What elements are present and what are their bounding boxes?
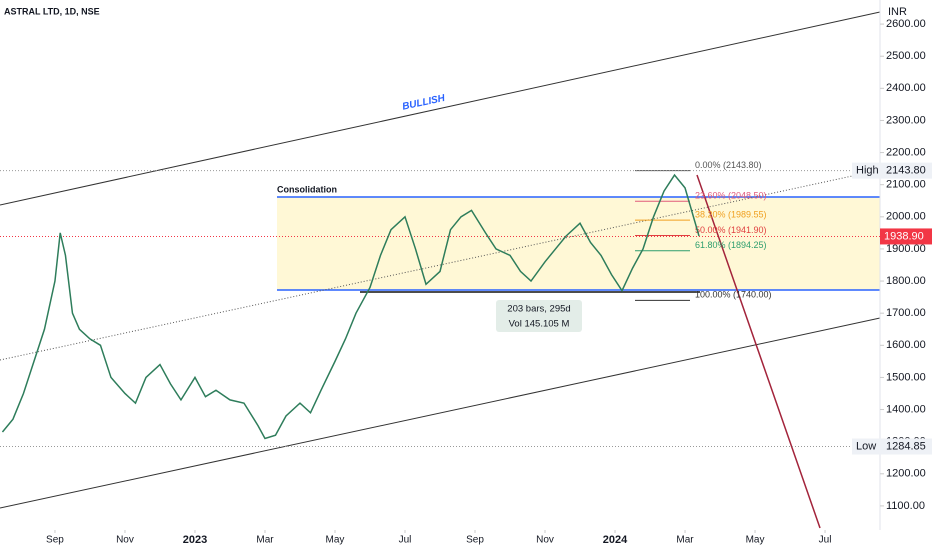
- consolidation-box: [277, 197, 880, 290]
- x-tick-label: Sep: [466, 535, 484, 546]
- fib-label: 0.00% (2143.80): [695, 160, 762, 170]
- price-name: High: [856, 165, 879, 177]
- fib-label: 50.00% (1941.90): [695, 225, 767, 235]
- y-tick-label: 1600.00: [886, 339, 926, 351]
- x-tick-label: Mar: [256, 535, 274, 546]
- price-badge: [852, 162, 932, 179]
- y-tick-label: 2000.00: [886, 211, 926, 223]
- projection: [696, 174, 821, 529]
- x-tick-label: Nov: [536, 535, 554, 546]
- price-badge-label: 1938.90: [884, 230, 924, 242]
- volume-label: Vol 145.105 M: [509, 319, 570, 330]
- y-tick-label: 2500.00: [886, 50, 926, 62]
- x-tick-label: Jul: [399, 535, 412, 546]
- y-tick-label: 2100.00: [886, 179, 926, 191]
- y-tick-label: 1400.00: [886, 403, 926, 415]
- y-tick-label: 1100.00: [886, 500, 925, 512]
- currency: INR: [888, 6, 907, 18]
- x-tick-label: Mar: [676, 535, 694, 546]
- price-value: 2143.80: [886, 165, 926, 177]
- bars-label: 203 bars, 295d: [507, 304, 570, 315]
- channel-lower: [0, 317, 881, 509]
- x-tick-label: Nov: [116, 535, 134, 546]
- x-tick-label: May: [746, 535, 765, 546]
- chart-title: ASTRAL LTD, 1D, NSE: [4, 6, 100, 16]
- fib-label: 61.80% (1894.25): [695, 240, 767, 250]
- x-tick-label: 2024: [603, 534, 628, 546]
- y-tick-label: 1500.00: [886, 371, 926, 383]
- y-tick-label: 2300.00: [886, 114, 926, 126]
- bullish-label: BULLISH: [401, 93, 446, 113]
- x-tick-label: Jul: [819, 535, 832, 546]
- x-tick-label: May: [326, 535, 345, 546]
- y-tick-label: 1900.00: [886, 243, 926, 255]
- fib-label: 100.00% (1740.00): [695, 290, 772, 300]
- y-tick-label: 1800.00: [886, 275, 926, 287]
- price-value: 1284.85: [886, 440, 926, 452]
- price-line-series: [1, 173, 700, 440]
- fib-label: 23.60% (2048.50): [695, 191, 767, 201]
- price-badge: [852, 438, 932, 455]
- channel-mid: [0, 169, 881, 361]
- price-badge: [880, 228, 932, 245]
- y-tick-label: 1700.00: [886, 307, 926, 319]
- y-tick-label: 2200.00: [886, 146, 926, 158]
- channel-upper: [0, 11, 881, 206]
- x-tick-label: Sep: [46, 535, 64, 546]
- y-tick-label: 1200.00: [886, 468, 926, 480]
- measure-box: [496, 300, 582, 332]
- x-tick-label: 2023: [183, 534, 207, 546]
- y-tick-label: 2400.00: [886, 82, 926, 94]
- consolidation-label: Consolidation: [277, 184, 337, 194]
- price-name: Low: [856, 440, 876, 452]
- y-tick-label: 2600.00: [886, 18, 926, 30]
- fib-label: 38.20% (1989.55): [695, 210, 767, 220]
